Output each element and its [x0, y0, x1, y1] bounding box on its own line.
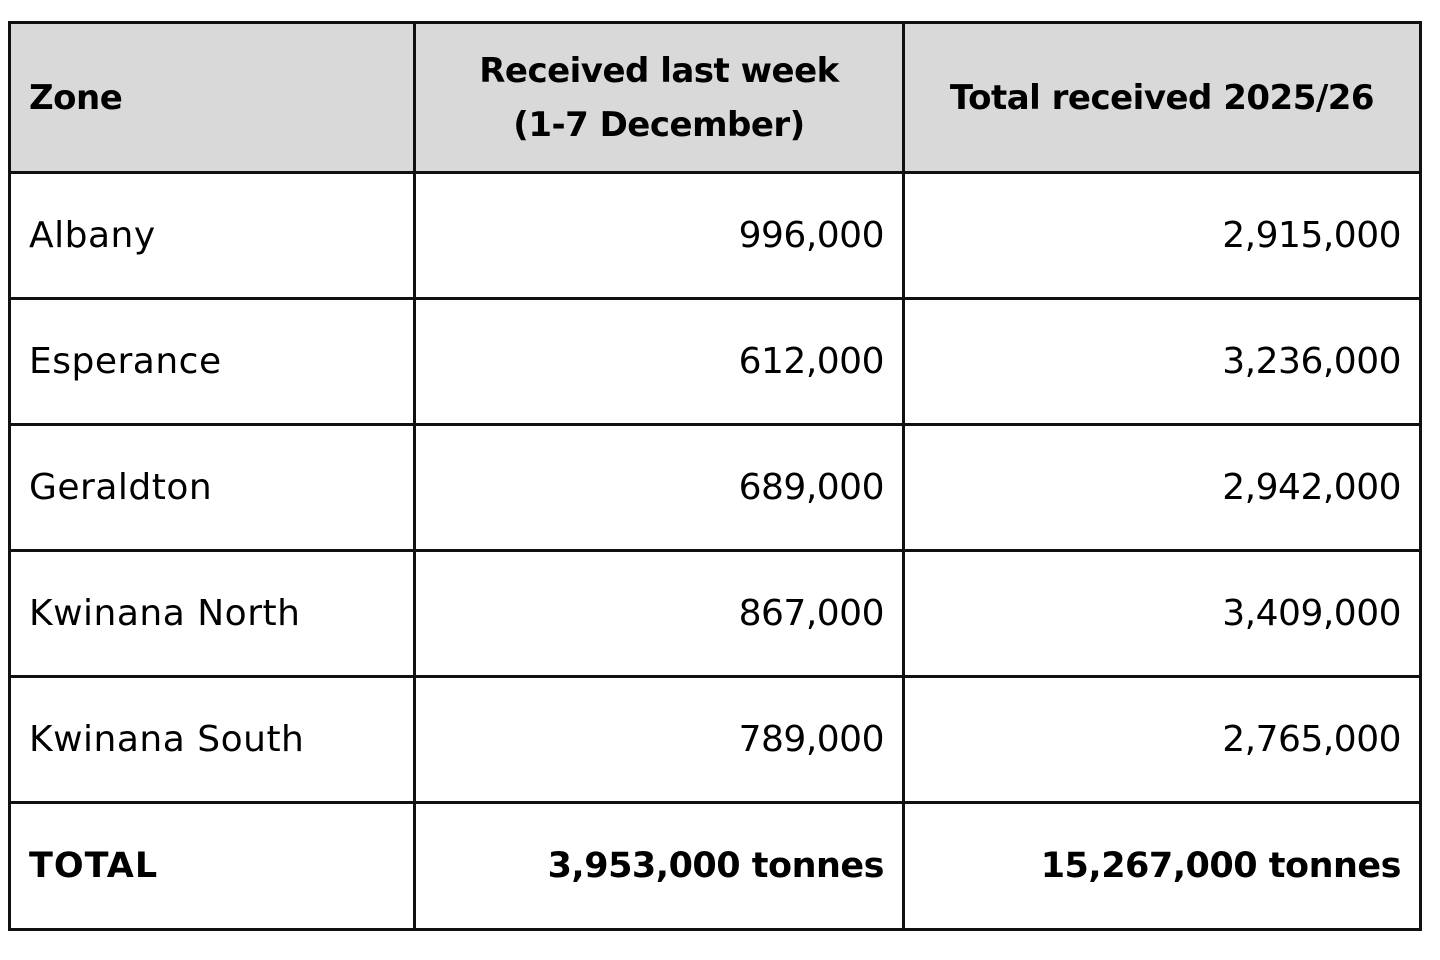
column-header-received-last-week: Received last week (1-7 December): [413, 21, 905, 174]
zone-cell: Geraldton: [8, 423, 416, 552]
header-row: Zone Received last week (1-7 December) T…: [8, 21, 1422, 174]
total-week-value: 3,953,000 tonnes: [413, 801, 905, 931]
zone-cell: Esperance: [8, 297, 416, 426]
column-header-week-line1: Received last week: [479, 50, 839, 91]
week-value-cell: 996,000: [413, 171, 905, 300]
week-value-cell: 867,000: [413, 549, 905, 678]
week-value-cell: 689,000: [413, 423, 905, 552]
column-header-total-received-season: Total received 2025/26: [902, 21, 1422, 174]
table-header: Zone Received last week (1-7 December) T…: [8, 21, 1422, 174]
season-value-cell: 2,915,000: [902, 171, 1422, 300]
season-value-cell: 2,942,000: [902, 423, 1422, 552]
season-value-cell: 2,765,000: [902, 675, 1422, 804]
column-header-week-line2: (1-7 December): [513, 104, 805, 145]
table-row: Kwinana South 789,000 2,765,000: [8, 675, 1422, 804]
total-row: TOTAL 3,953,000 tonnes 15,267,000 tonnes: [8, 801, 1422, 931]
zone-cell: Albany: [8, 171, 416, 300]
season-value-cell: 3,409,000: [902, 549, 1422, 678]
zone-cell: Kwinana North: [8, 549, 416, 678]
column-header-zone: Zone: [8, 21, 416, 174]
total-label: TOTAL: [8, 801, 416, 931]
zone-cell: Kwinana South: [8, 675, 416, 804]
grain-receivals-table: Zone Received last week (1-7 December) T…: [8, 21, 1422, 931]
week-value-cell: 789,000: [413, 675, 905, 804]
total-season-value: 15,267,000 tonnes: [902, 801, 1422, 931]
week-value-cell: 612,000: [413, 297, 905, 426]
table-body: Albany 996,000 2,915,000 Esperance 612,0…: [8, 171, 1422, 931]
table-row: Geraldton 689,000 2,942,000: [8, 423, 1422, 552]
table-container: Zone Received last week (1-7 December) T…: [8, 21, 1422, 931]
table-row: Esperance 612,000 3,236,000: [8, 297, 1422, 426]
season-value-cell: 3,236,000: [902, 297, 1422, 426]
table-row: Albany 996,000 2,915,000: [8, 171, 1422, 300]
table-row: Kwinana North 867,000 3,409,000: [8, 549, 1422, 678]
